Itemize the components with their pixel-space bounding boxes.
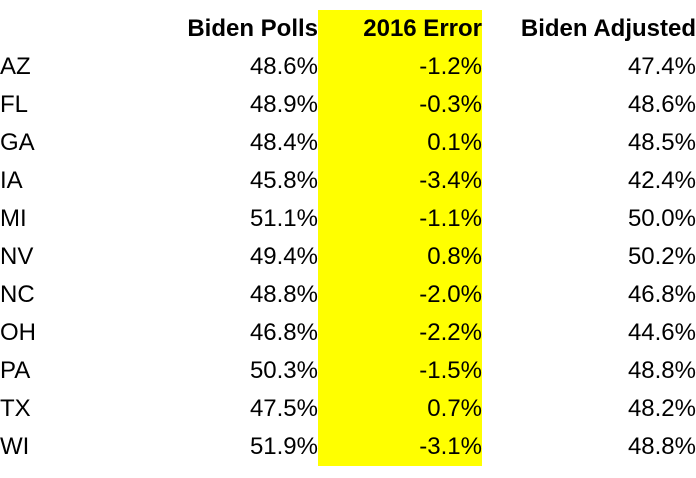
- polls-cell: 45.8%: [249, 167, 318, 194]
- adjusted-cell: 50.0%: [627, 205, 696, 232]
- header-biden-polls: Biden Polls: [187, 15, 318, 42]
- state-cell: AZ: [0, 53, 31, 80]
- table-row: PA 50.3% -1.5% 48.8%: [0, 352, 696, 390]
- adjusted-cell: 48.5%: [627, 129, 696, 156]
- error-cell: -1.1%: [318, 200, 482, 238]
- adjusted-cell: 47.4%: [627, 53, 696, 80]
- header-2016-error: 2016 Error: [318, 10, 482, 48]
- poll-table: Biden Polls 2016 Error Biden Adjusted AZ…: [0, 10, 696, 466]
- state-cell: OH: [0, 319, 36, 346]
- table-row: WI 51.9% -3.1% 48.8%: [0, 428, 696, 466]
- header-row: Biden Polls 2016 Error Biden Adjusted: [0, 10, 696, 48]
- error-cell: -1.2%: [318, 48, 482, 86]
- adjusted-cell: 46.8%: [627, 281, 696, 308]
- polls-cell: 51.9%: [249, 433, 318, 460]
- adjusted-cell: 48.6%: [627, 91, 696, 118]
- table-row: TX 47.5% 0.7% 48.2%: [0, 390, 696, 428]
- polls-cell: 48.6%: [249, 53, 318, 80]
- state-cell: IA: [0, 167, 23, 194]
- error-cell: -0.3%: [318, 86, 482, 124]
- header-state-blank: [0, 10, 150, 48]
- table-row: IA 45.8% -3.4% 42.4%: [0, 162, 696, 200]
- polls-cell: 46.8%: [249, 319, 318, 346]
- state-cell: NC: [0, 281, 35, 308]
- error-cell: 0.7%: [318, 390, 482, 428]
- error-cell: -1.5%: [318, 352, 482, 390]
- adjusted-cell: 50.2%: [627, 243, 696, 270]
- state-cell: TX: [0, 395, 31, 422]
- error-cell: -2.0%: [318, 276, 482, 314]
- state-cell: FL: [0, 91, 29, 118]
- adjusted-cell: 48.2%: [627, 395, 696, 422]
- error-cell: 0.1%: [318, 124, 482, 162]
- state-cell: GA: [0, 129, 35, 156]
- polls-cell: 47.5%: [249, 395, 318, 422]
- polls-cell: 50.3%: [249, 357, 318, 384]
- polls-cell: 48.9%: [249, 91, 318, 118]
- polls-cell: 48.8%: [249, 281, 318, 308]
- table-row: GA 48.4% 0.1% 48.5%: [0, 124, 696, 162]
- error-cell: 0.8%: [318, 238, 482, 276]
- table-row: AZ 48.6% -1.2% 47.4%: [0, 48, 696, 86]
- error-cell: -2.2%: [318, 314, 482, 352]
- table-row: MI 51.1% -1.1% 50.0%: [0, 200, 696, 238]
- polls-cell: 49.4%: [249, 243, 318, 270]
- polls-cell: 51.1%: [249, 205, 318, 232]
- polls-cell: 48.4%: [249, 129, 318, 156]
- adjusted-cell: 44.6%: [627, 319, 696, 346]
- adjusted-cell: 42.4%: [627, 167, 696, 194]
- adjusted-cell: 48.8%: [627, 433, 696, 460]
- table-row: OH 46.8% -2.2% 44.6%: [0, 314, 696, 352]
- state-cell: PA: [0, 357, 31, 384]
- table-row: NV 49.4% 0.8% 50.2%: [0, 238, 696, 276]
- state-cell: MI: [0, 205, 27, 232]
- error-cell: -3.1%: [318, 428, 482, 466]
- table-row: NC 48.8% -2.0% 46.8%: [0, 276, 696, 314]
- state-cell: NV: [0, 243, 34, 270]
- header-biden-adjusted: Biden Adjusted: [520, 15, 696, 42]
- table-row: FL 48.9% -0.3% 48.6%: [0, 86, 696, 124]
- error-cell: -3.4%: [318, 162, 482, 200]
- state-cell: WI: [0, 433, 30, 460]
- adjusted-cell: 48.8%: [627, 357, 696, 384]
